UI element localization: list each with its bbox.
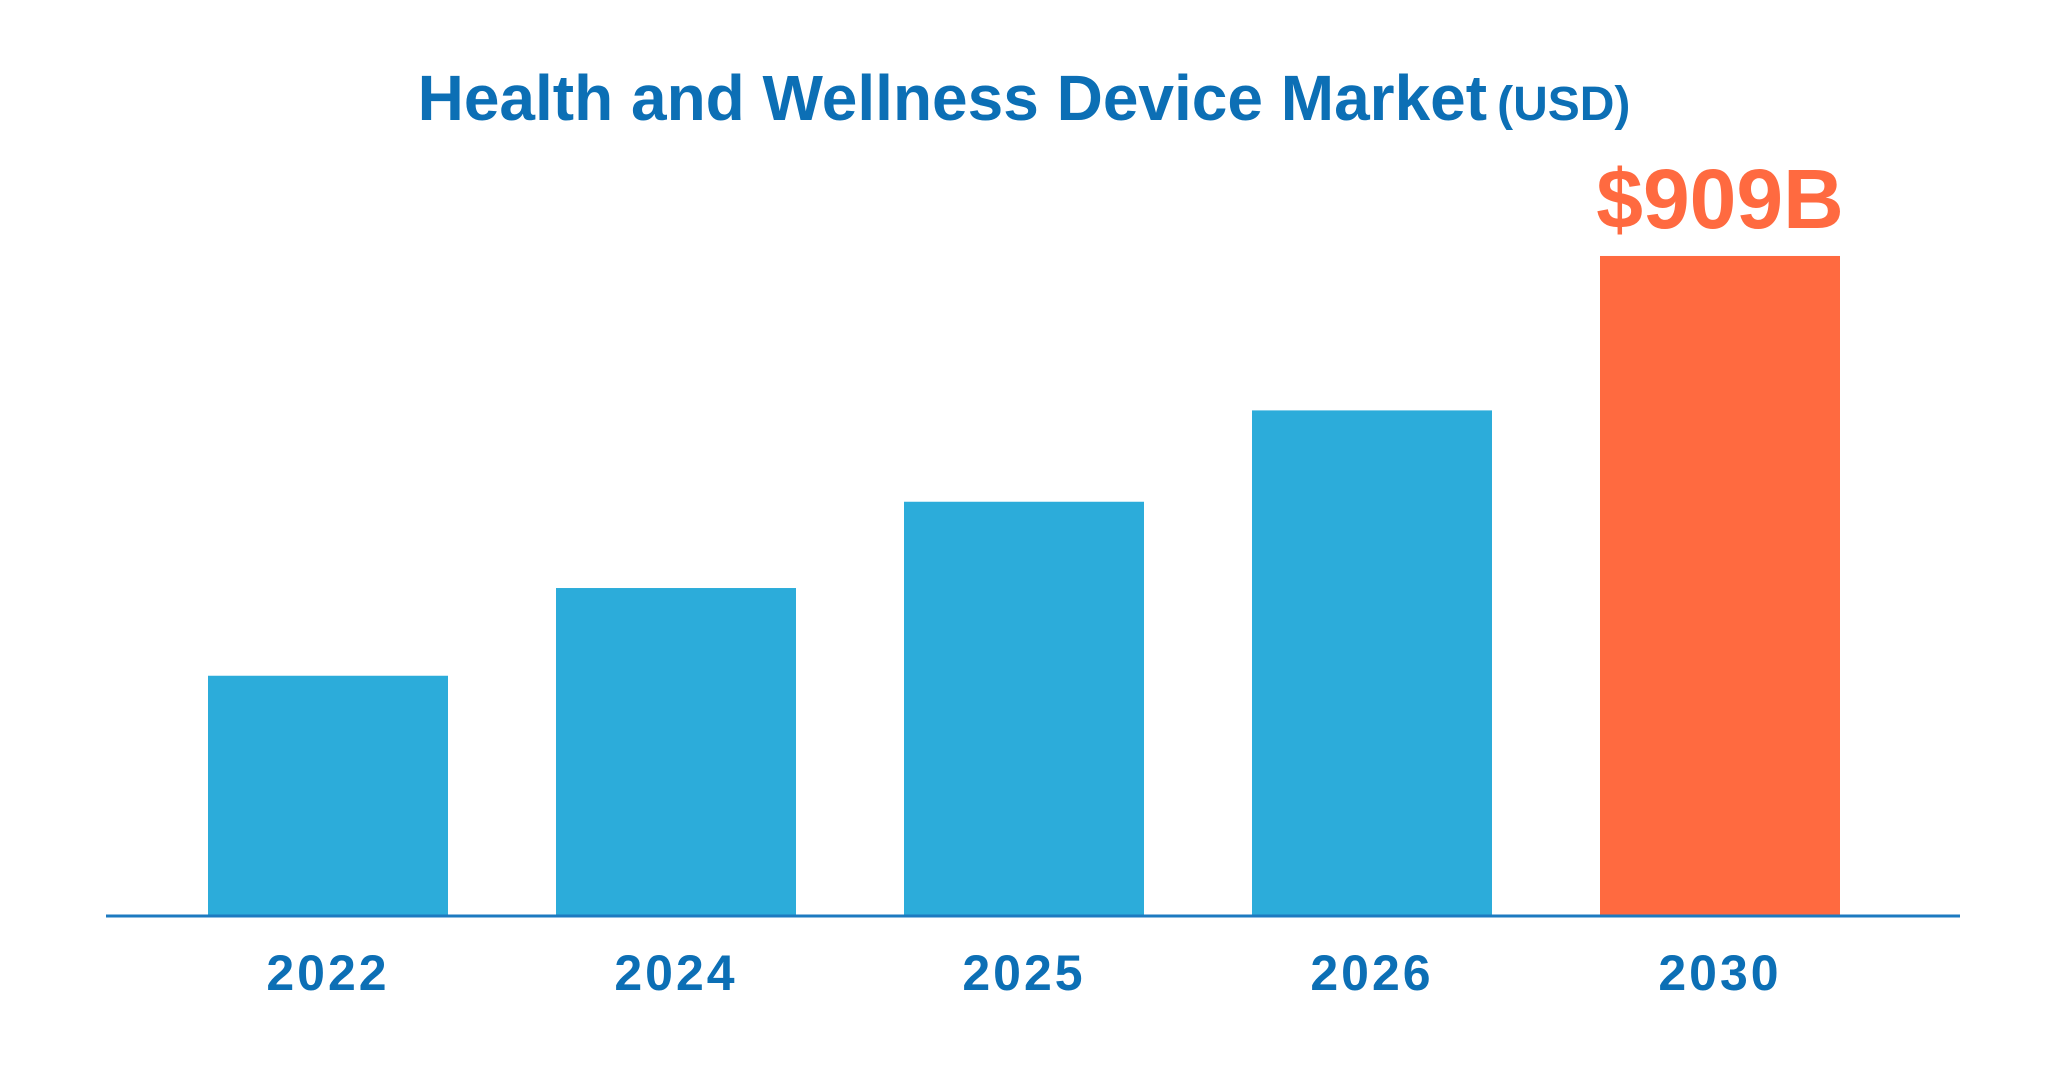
x-tick-label-2026: 2026 — [1310, 945, 1433, 1001]
bar-2025 — [904, 501, 1144, 915]
x-tick-label-2030: 2030 — [1658, 945, 1781, 1001]
bar-2030 — [1600, 255, 1840, 916]
bar-2026 — [1252, 410, 1492, 915]
data-labels: $909B — [1596, 152, 1844, 246]
x-tick-labels: 2022 2024 2025 2026 2030 — [266, 945, 1781, 1001]
x-tick-label-2024: 2024 — [614, 945, 737, 1001]
chart-title-text: Health and Wellness Device Market — [417, 62, 1488, 134]
bars-layer — [208, 255, 1840, 916]
bar-2022 — [208, 675, 448, 915]
data-label-2030: $909B — [1596, 152, 1844, 246]
chart-title: Health and Wellness Device Market (USD) — [0, 58, 2048, 145]
x-tick-label-2025: 2025 — [962, 945, 1085, 1001]
x-tick-label-2022: 2022 — [266, 945, 389, 1001]
chart-title-unit: (USD) — [1497, 78, 1631, 131]
bar-2024 — [556, 588, 796, 915]
